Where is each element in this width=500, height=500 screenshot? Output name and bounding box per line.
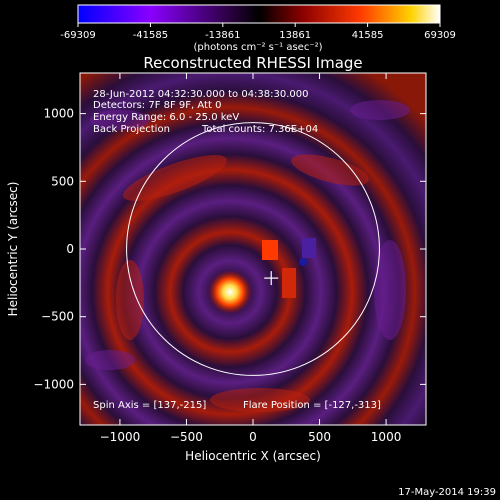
y-axis-ticks: −1000 −500 0 500 1000 <box>33 107 426 391</box>
colorbar-tick-label: -69309 <box>60 30 95 41</box>
info-annotations: 28-Jun-2012 04:32:30.000 to 04:38:30.000… <box>93 89 381 411</box>
time-range-text: 28-Jun-2012 04:32:30.000 to 04:38:30.000 <box>93 89 309 100</box>
x-tick-label: −1000 <box>100 430 141 444</box>
colorbar-tick-label: 13861 <box>279 30 311 41</box>
flare-position-text: Flare Position = [-127,-313] <box>243 400 381 411</box>
colorbar-tick-label: -41585 <box>133 30 168 41</box>
x-tick-label: 500 <box>308 430 331 444</box>
colorbar-tick-label: 41585 <box>352 30 384 41</box>
solar-limb-circle <box>126 122 380 376</box>
footer-timestamp: 17-May-2014 19:39 <box>398 487 496 498</box>
plot-title: Reconstructed RHESSI Image <box>143 54 362 72</box>
y-tick-label: −500 <box>41 310 74 324</box>
colorbar-unit: (photons cm⁻² s⁻¹ asec⁻²) <box>193 42 322 53</box>
spin-axis-text: Spin Axis = [137,-215] <box>93 400 206 411</box>
x-axis-label: Heliocentric X (arcsec) <box>185 449 321 463</box>
y-tick-label: 500 <box>51 174 74 188</box>
x-tick-label: 0 <box>249 430 257 444</box>
colorbar-ticks: -69309 -41585 -13861 13861 41585 69309 <box>60 23 456 41</box>
x-tick-label: 1000 <box>371 430 402 444</box>
image-area <box>80 73 426 425</box>
y-tick-label: −1000 <box>33 377 74 391</box>
y-tick-label: 0 <box>66 242 74 256</box>
energy-range-text: Energy Range: 6.0 - 25.0 keV <box>93 112 239 123</box>
colorbar <box>77 4 441 24</box>
colorbar-tick-label: -13861 <box>205 30 240 41</box>
x-axis-ticks: −1000 −500 0 500 1000 <box>100 73 402 444</box>
y-tick-label: 1000 <box>43 107 74 121</box>
total-counts-text: Total counts: 7.36E+04 <box>201 124 318 135</box>
x-tick-label: −500 <box>170 430 203 444</box>
y-axis-label: Heliocentric Y (arcsec) <box>6 182 20 317</box>
method-text: Back Projection <box>93 124 170 135</box>
colorbar-tick-label: 69309 <box>424 30 456 41</box>
detectors-text: Detectors: 7F 8F 9F, Att 0 <box>93 100 221 111</box>
spin-axis-marker <box>264 271 279 286</box>
